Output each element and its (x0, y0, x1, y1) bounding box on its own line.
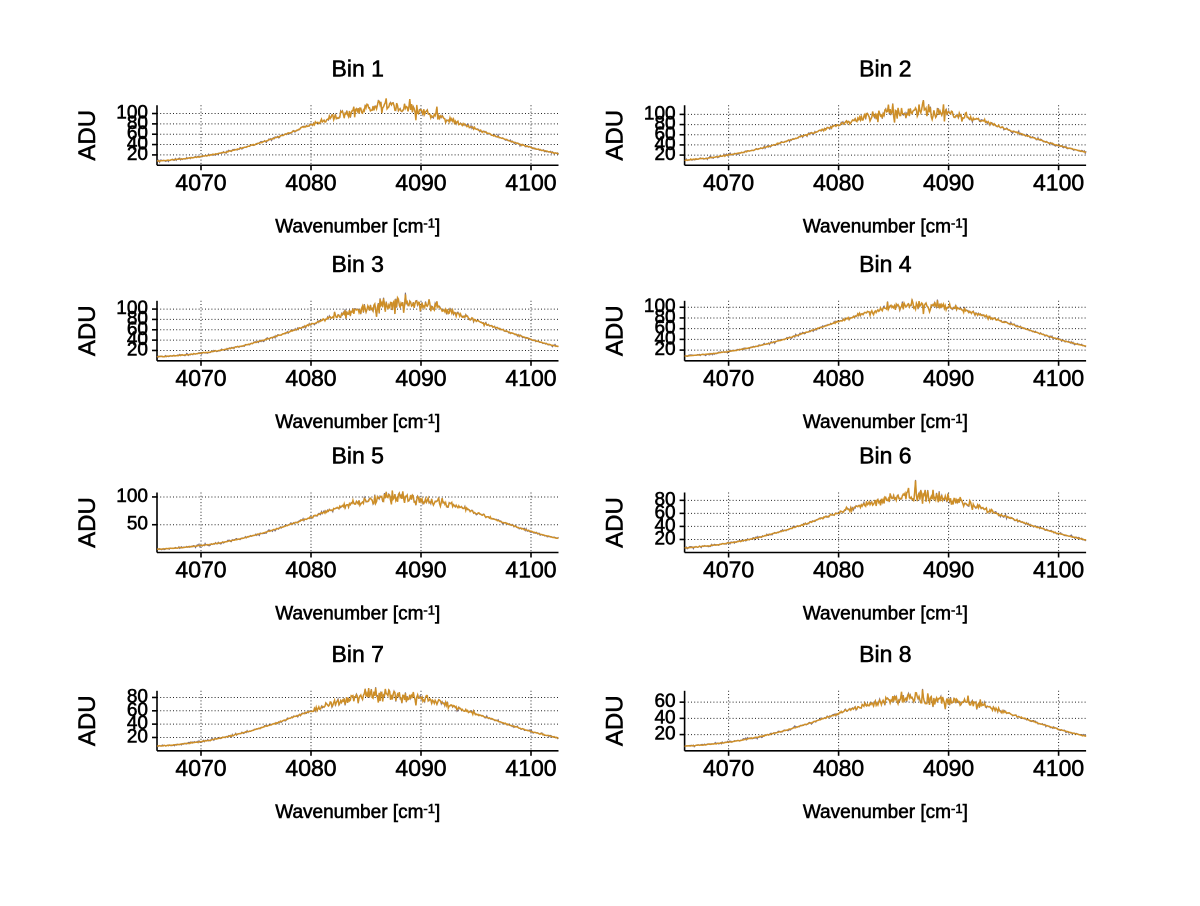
svg-text:4090: 4090 (395, 557, 446, 583)
svg-text:4100: 4100 (1033, 755, 1084, 781)
svg-text:Bin 8: Bin 8 (859, 641, 911, 667)
svg-text:Wavenumber [cm-1]: Wavenumber [cm-1] (275, 603, 440, 625)
svg-text:ADU: ADU (602, 497, 629, 548)
svg-text:Wavenumber [cm-1]: Wavenumber [cm-1] (803, 216, 968, 238)
svg-text:ADU: ADU (602, 305, 629, 356)
svg-text:4090: 4090 (395, 365, 446, 391)
svg-text:4070: 4070 (703, 755, 754, 781)
svg-text:ADU: ADU (74, 695, 101, 746)
svg-text:4100: 4100 (505, 557, 556, 583)
svg-text:ADU: ADU (74, 497, 101, 548)
svg-text:4090: 4090 (395, 169, 446, 195)
svg-text:100: 100 (644, 296, 676, 317)
svg-text:Bin 7: Bin 7 (332, 641, 384, 667)
svg-text:Bin 6: Bin 6 (859, 443, 911, 469)
svg-text:4100: 4100 (505, 365, 556, 391)
svg-text:Wavenumber [cm-1]: Wavenumber [cm-1] (803, 603, 968, 625)
svg-text:4080: 4080 (285, 557, 336, 583)
svg-text:4070: 4070 (703, 169, 754, 195)
svg-text:4090: 4090 (923, 365, 974, 391)
svg-text:4080: 4080 (285, 755, 336, 781)
svg-text:Wavenumber [cm-1]: Wavenumber [cm-1] (803, 801, 968, 823)
svg-text:4100: 4100 (505, 169, 556, 195)
svg-text:4100: 4100 (1033, 169, 1084, 195)
svg-text:4080: 4080 (285, 365, 336, 391)
svg-text:Bin 1: Bin 1 (332, 55, 384, 81)
svg-text:4100: 4100 (1033, 365, 1084, 391)
svg-text:4070: 4070 (703, 557, 754, 583)
svg-text:4090: 4090 (395, 755, 446, 781)
svg-text:4080: 4080 (813, 365, 864, 391)
svg-text:4100: 4100 (505, 755, 556, 781)
svg-text:Wavenumber [cm-1]: Wavenumber [cm-1] (275, 411, 440, 433)
svg-text:4070: 4070 (175, 169, 226, 195)
svg-text:80: 80 (654, 489, 675, 510)
svg-text:Wavenumber [cm-1]: Wavenumber [cm-1] (803, 411, 968, 433)
svg-text:ADU: ADU (602, 695, 629, 746)
svg-text:ADU: ADU (602, 110, 629, 161)
svg-text:4080: 4080 (813, 169, 864, 195)
svg-text:4080: 4080 (285, 169, 336, 195)
svg-text:4070: 4070 (175, 365, 226, 391)
svg-text:4080: 4080 (813, 755, 864, 781)
svg-text:4100: 4100 (1033, 557, 1084, 583)
svg-text:Wavenumber [cm-1]: Wavenumber [cm-1] (275, 216, 440, 238)
svg-text:50: 50 (127, 514, 148, 535)
svg-text:4070: 4070 (703, 365, 754, 391)
svg-text:Bin 4: Bin 4 (859, 251, 912, 277)
svg-text:60: 60 (654, 691, 675, 712)
svg-text:100: 100 (116, 298, 148, 319)
svg-text:4080: 4080 (813, 557, 864, 583)
svg-text:100: 100 (116, 103, 148, 124)
svg-text:Wavenumber [cm-1]: Wavenumber [cm-1] (275, 801, 440, 823)
svg-text:80: 80 (127, 686, 148, 707)
svg-text:Bin 3: Bin 3 (332, 251, 384, 277)
svg-text:4070: 4070 (175, 557, 226, 583)
svg-text:Bin 2: Bin 2 (859, 55, 911, 81)
svg-text:4090: 4090 (923, 557, 974, 583)
svg-text:4090: 4090 (923, 755, 974, 781)
svg-text:4070: 4070 (175, 755, 226, 781)
svg-text:ADU: ADU (74, 305, 101, 356)
svg-text:ADU: ADU (74, 110, 101, 161)
svg-text:Bin 5: Bin 5 (332, 443, 384, 469)
svg-text:100: 100 (116, 486, 148, 507)
svg-text:4090: 4090 (923, 169, 974, 195)
svg-text:100: 100 (644, 103, 676, 124)
